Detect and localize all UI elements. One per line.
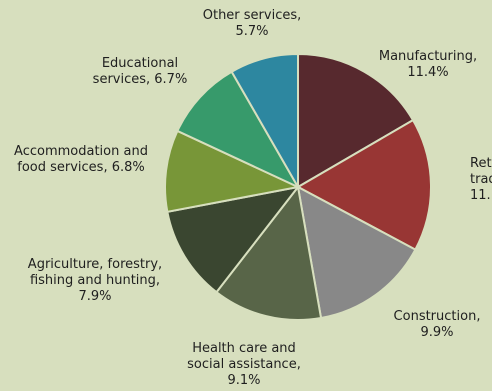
slice-label-line: Health care and: [192, 341, 296, 356]
slice-label-line: Manufacturing,: [379, 49, 477, 64]
pie-slice-4: [215, 184, 323, 321]
slice-label-line: 5.7%: [235, 24, 268, 39]
slice-label-3: Construction, 9.9%: [394, 309, 481, 340]
pie-slice-6: [164, 129, 302, 213]
slice-label-4: Health care and social assistance, 9.1%: [187, 341, 301, 388]
slice-label-2: Retailtrade,11.1%: [470, 156, 492, 203]
slice-label-line: 11.1%: [470, 188, 492, 203]
slice-label-line: 9.1%: [227, 373, 260, 388]
pie-slice-5: [166, 185, 301, 294]
pie-slice-1: [297, 52, 415, 189]
slice-label-line: Retail: [470, 156, 492, 171]
slice-label-line: fishing and hunting,: [30, 273, 160, 288]
slice-label-line: services, 6.7%: [93, 72, 188, 87]
slice-label-line: 9.9%: [420, 325, 453, 340]
slice-label-line: social assistance,: [187, 357, 301, 372]
slice-label-line: Other services,: [203, 8, 302, 23]
slice-label-5: Agriculture, forestry, fishing and huntin…: [28, 257, 162, 304]
slice-label-line: Agriculture, forestry,: [28, 257, 162, 272]
slice-label-line: food services, 6.8%: [17, 160, 145, 175]
slice-label-line: Construction,: [394, 309, 481, 324]
slice-label-line: 11.4%: [407, 65, 448, 80]
slice-label-line: trade,: [470, 172, 492, 187]
pie-labels: Manufacturing,11.4% Retailtrade,11.1% Cons…: [14, 8, 492, 388]
slice-label-8: Other services, 5.7%: [203, 8, 302, 39]
pie-slices: [164, 52, 432, 321]
slice-label-1: Manufacturing, 11.4%: [379, 49, 477, 80]
slice-label-6: Accommodation and food services, 6.8%: [14, 144, 148, 175]
slice-label-7: Educational services, 6.7%: [93, 56, 188, 87]
slice-label-line: Educational: [102, 56, 178, 71]
pie-slice-3: [296, 185, 417, 320]
pie-slice-8: [230, 52, 299, 191]
slice-label-line: Accommodation and: [14, 144, 148, 159]
pie-slice-2: [295, 118, 432, 251]
pie-slice-7: [176, 70, 301, 190]
slice-label-line: 7.9%: [78, 289, 111, 304]
